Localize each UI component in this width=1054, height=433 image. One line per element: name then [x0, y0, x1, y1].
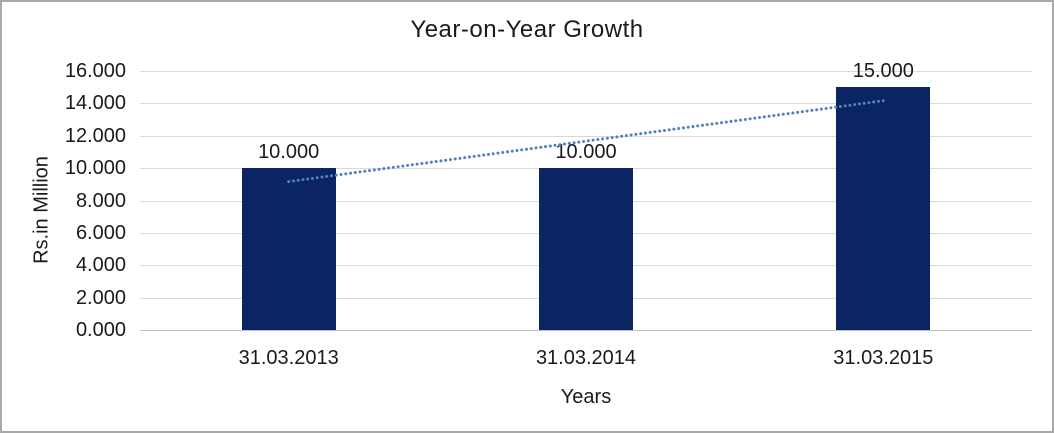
y-tick-label: 4.000: [75, 254, 126, 277]
gridline: [140, 103, 1032, 105]
x-axis-title: Years: [560, 386, 612, 408]
bar-value-label: 15.000: [852, 60, 914, 83]
chart-title: Year-on-Year Growth: [410, 16, 644, 43]
bar-value-label: 10.000: [258, 141, 320, 164]
y-tick-label: 12.000: [64, 124, 126, 147]
x-tick-label: 31.03.2014: [535, 347, 637, 369]
gridline: [140, 135, 1032, 137]
x-tick-label: 31.03.2013: [238, 347, 339, 369]
y-tick-label: 6.000: [75, 221, 126, 244]
y-tick-label: 10.000: [64, 157, 126, 180]
trendline: [287, 99, 885, 184]
y-tick-label: 8.000: [75, 189, 126, 212]
x-axis-line: [140, 330, 1032, 331]
gridline: [140, 71, 1032, 72]
y-tick-label: 14.000: [64, 92, 126, 115]
y-tick-label: 0.000: [75, 319, 126, 341]
bar: [539, 168, 633, 330]
bar-value-label: 10.000: [555, 141, 617, 164]
y-tick-label: 2.000: [75, 286, 126, 309]
bar: [241, 168, 336, 330]
x-tick-label: 31.03.2015: [833, 347, 934, 369]
y-tick-label: 16.000: [64, 60, 126, 82]
bar: [836, 87, 931, 330]
